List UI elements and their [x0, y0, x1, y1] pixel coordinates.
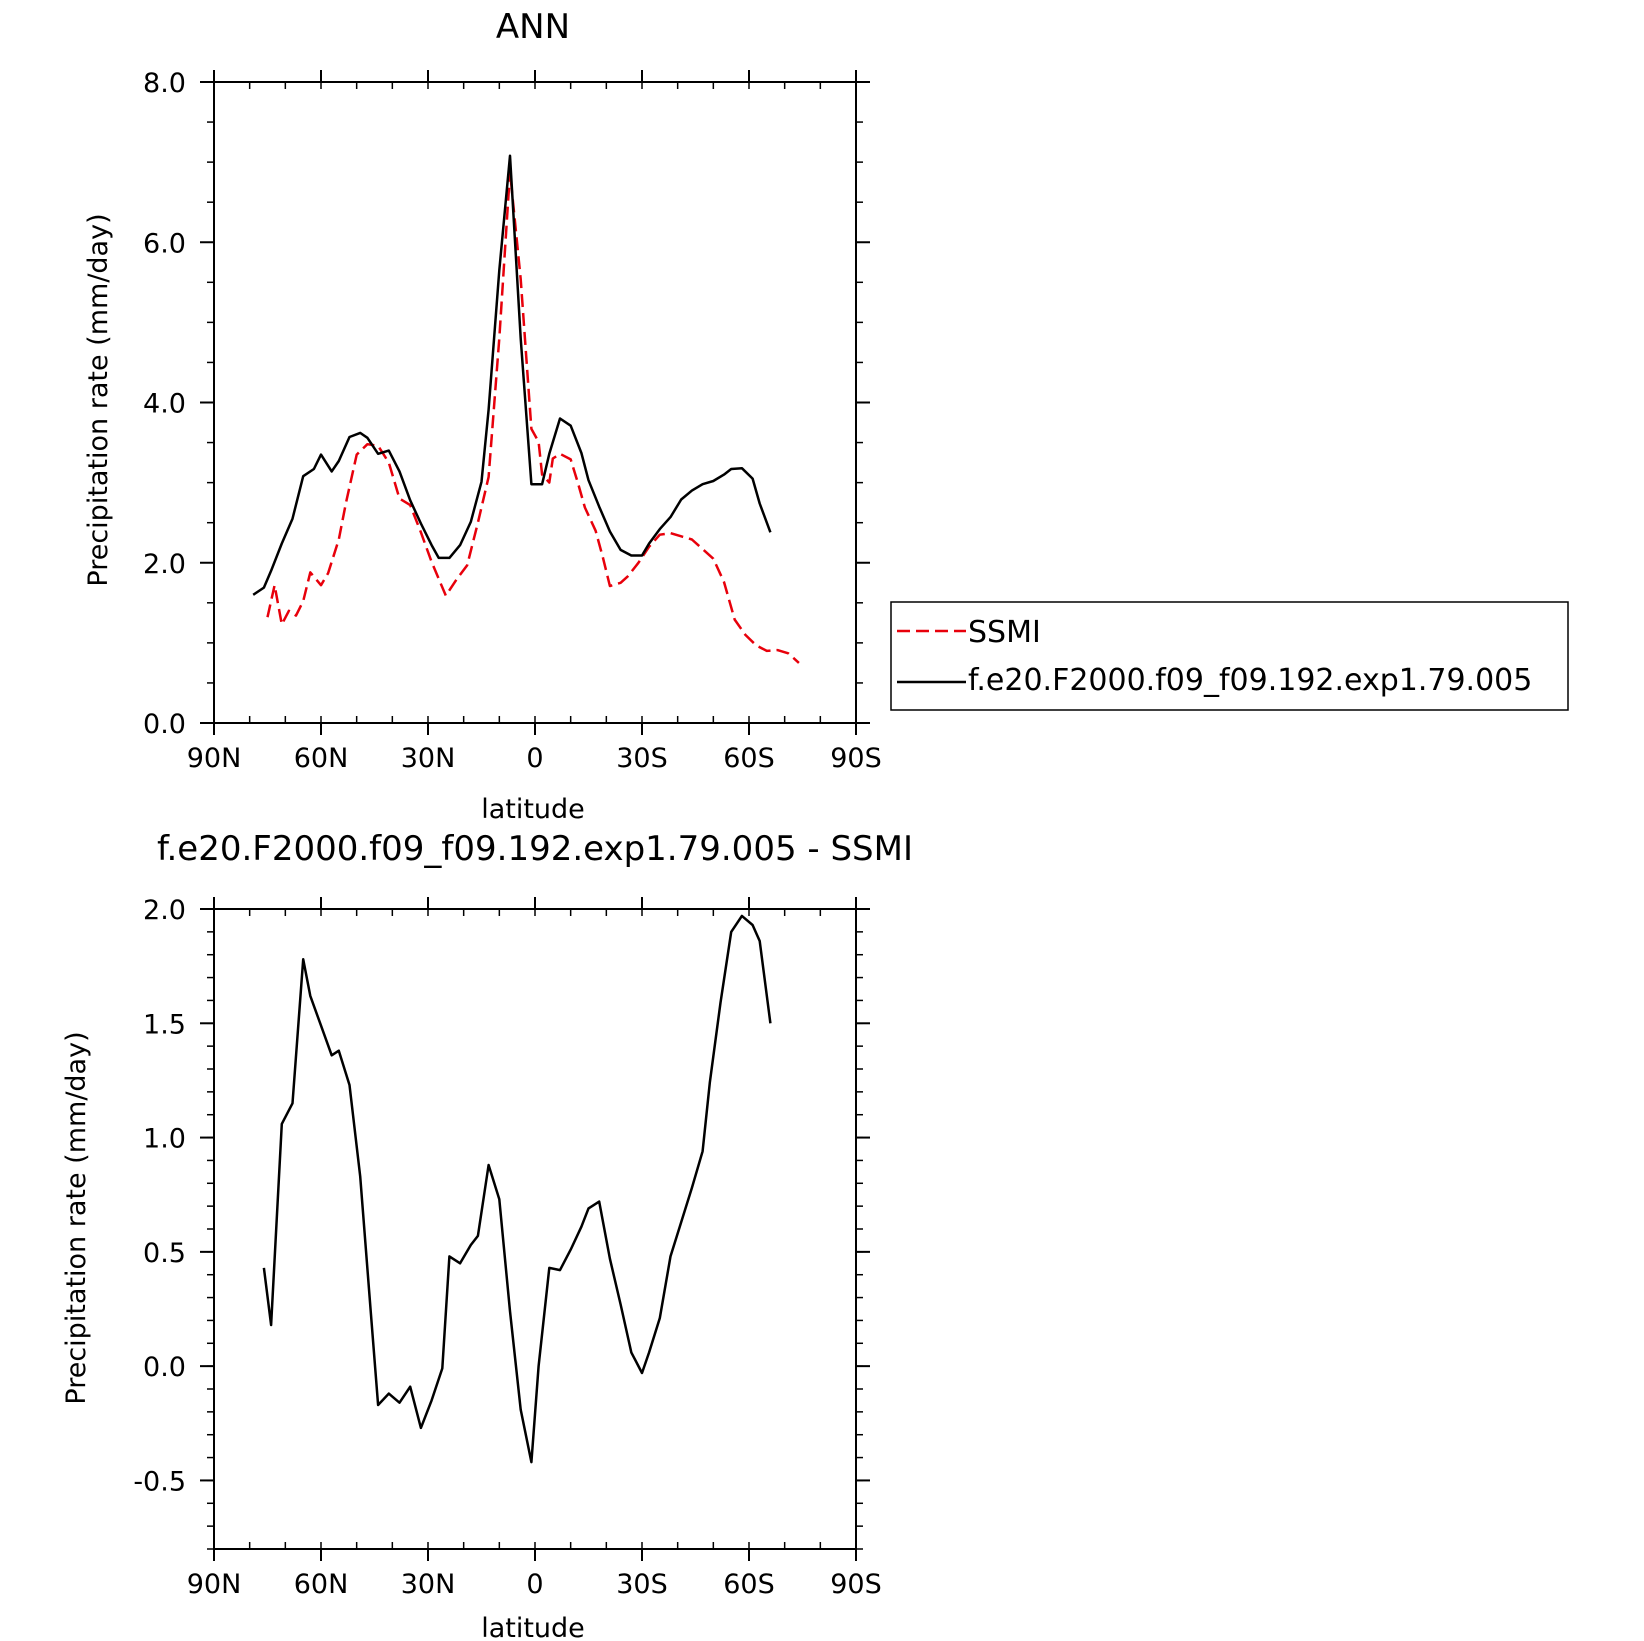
top-y-tick-label: 0.0: [143, 709, 186, 740]
bottom-x-tick-label: 0: [526, 1569, 543, 1600]
bottom-frame: 90N 60N 30N 0 30S 60S 90S -0.5 0.0 0.5 1.0 1.5 2.0: [133, 895, 881, 1600]
legend: SSMI f.e20.F2000.f09_f09.192.exp1.79.005: [890, 601, 1569, 711]
top-x-tick-label: 90S: [830, 743, 882, 774]
bottom-y-tick-label: 0.0: [143, 1352, 186, 1383]
top-x-tick-label: 30N: [401, 743, 456, 774]
top-x-tick-label: 90N: [187, 743, 242, 774]
top-plot-area: [252, 154, 800, 664]
legend-label-ssmi: SSMI: [968, 615, 1041, 650]
bottom-x-axis-label: latitude: [481, 1613, 585, 1641]
bottom-y-tick-label: 1.5: [143, 1009, 186, 1040]
top-frame: 90N 60N 30N 0 30S 60S 90S 0.0 2.0 4.0 6.0 8.0: [143, 68, 882, 774]
top-series-line-1: [252, 154, 772, 596]
bottom-x-tick-label: 30N: [401, 1569, 456, 1600]
top-x-tick-label: 0: [526, 743, 543, 774]
bottom-series-line-0: [262, 914, 772, 1464]
bottom-x-tick-label: 30S: [616, 1569, 668, 1600]
top-y-tick-label: 4.0: [143, 389, 186, 420]
bottom-panel: f.e20.F2000.f09_f09.192.exp1.79.005 - SS…: [61, 829, 913, 1641]
legend-label-model: f.e20.F2000.f09_f09.192.exp1.79.005: [968, 663, 1532, 698]
bottom-y-tick-label: 2.0: [143, 895, 186, 926]
top-plot-frame: [213, 81, 857, 724]
bottom-y-axis-label: Precipitation rate (mm/day): [61, 1031, 92, 1404]
bottom-y-tick-label: -0.5: [133, 1466, 186, 1497]
top-x-tick-label: 60N: [294, 743, 349, 774]
bottom-x-tick-label: 90N: [187, 1569, 242, 1600]
top-chart-title: ANN: [496, 7, 570, 47]
top-panel: ANN 90N 60N 30N 0 30S 60S 90S 0.0 2.0 4.0 6.0 8.0 l…: [83, 7, 1569, 825]
legend-box: [890, 601, 1569, 711]
top-y-axis-label: Precipitation rate (mm/day): [83, 213, 114, 586]
top-x-axis-label: latitude: [481, 794, 585, 825]
top-series-line-0: [266, 170, 800, 664]
bottom-y-tick-label: 1.0: [143, 1124, 186, 1155]
top-y-tick-label: 2.0: [143, 549, 186, 580]
top-x-tick-label: 60S: [723, 743, 775, 774]
top-y-tick-label: 8.0: [143, 68, 186, 99]
bottom-plot-area: [262, 914, 772, 1464]
bottom-chart-title: f.e20.F2000.f09_f09.192.exp1.79.005 - SS…: [157, 829, 913, 869]
bottom-plot-frame: [213, 908, 857, 1550]
bottom-x-tick-label: 60S: [723, 1569, 775, 1600]
top-y-tick-label: 6.0: [143, 228, 186, 259]
bottom-y-tick-label: 0.5: [143, 1238, 186, 1269]
bottom-x-tick-label: 60N: [294, 1569, 349, 1600]
bottom-x-tick-label: 90S: [830, 1569, 882, 1600]
top-x-tick-label: 30S: [616, 743, 668, 774]
